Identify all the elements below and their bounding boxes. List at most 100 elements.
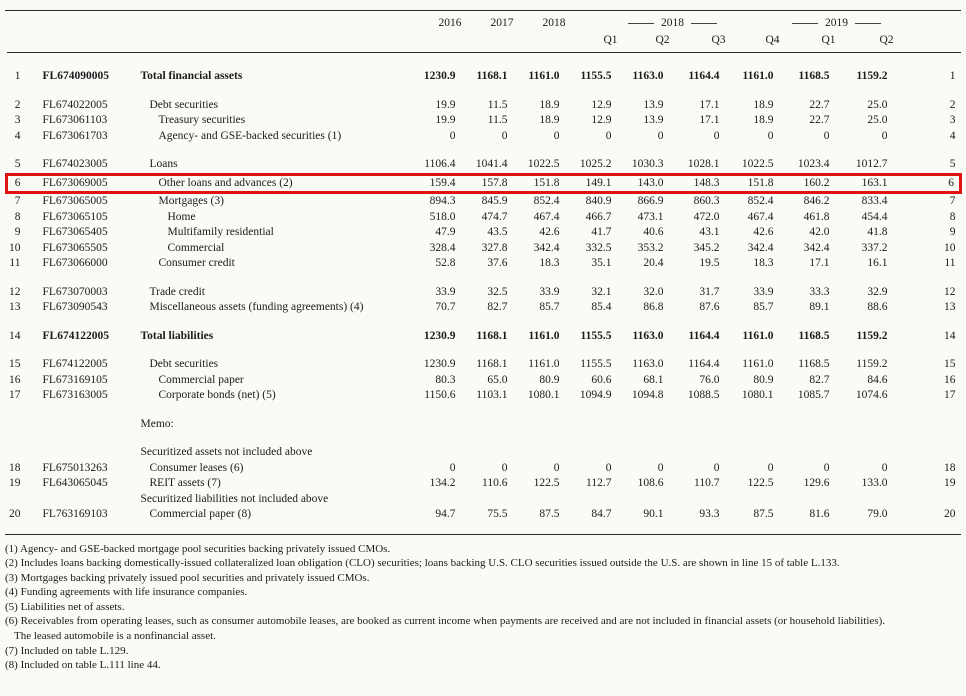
value-cell: 18.9 xyxy=(753,114,774,126)
series-code: FL673065505 xyxy=(42,241,108,254)
value-cell: 151.8 xyxy=(513,172,566,194)
value-cell: 13.9 xyxy=(643,98,664,111)
value-cell: 840.9 xyxy=(585,195,612,207)
value-cell xyxy=(514,492,566,508)
value-cell: 122.5 xyxy=(533,477,560,489)
quarter-column-header: Q3 xyxy=(669,32,726,53)
value-cell: 0 xyxy=(449,129,456,142)
year-group-label: 2018 xyxy=(661,17,684,29)
financial-table: 2016 2017 2018 2018 2019 xyxy=(5,11,962,523)
year-group-label: 2019 xyxy=(825,17,848,29)
dash-rule xyxy=(691,23,717,25)
value-cell: 1030.3 xyxy=(631,158,664,170)
table-row: 17 FL673163005 Corporate bonds (net) (5) 11… xyxy=(7,388,961,404)
value-cell: 1012.7 xyxy=(855,158,888,170)
value-cell: 94.7 xyxy=(435,508,456,520)
value-cell: 473.1 xyxy=(637,210,664,223)
section-label-row: Memo: xyxy=(7,404,961,433)
value-cell: 159.4 xyxy=(409,172,462,194)
header-spacer xyxy=(37,11,137,33)
value-cell: 1159.2 xyxy=(856,70,888,82)
line-number-right: 12 xyxy=(944,285,956,298)
value-cell: 22.7 xyxy=(809,98,830,111)
value-cell: 19.9 xyxy=(435,98,456,111)
value-cell: 1085.7 xyxy=(797,389,830,401)
value-cell: 1168.5 xyxy=(798,329,830,342)
table-row: 18 FL675013263 Consumer leases (6) 0 0 0 0 0 0 0 0… xyxy=(7,461,961,477)
value-cell: 52.8 xyxy=(435,257,456,269)
line-number-right: 5 xyxy=(949,158,956,170)
value-cell: 1159.2 xyxy=(856,329,888,342)
value-cell: 82.7 xyxy=(809,373,830,386)
value-cell: 1106.4 xyxy=(424,158,456,170)
line-number-right: 13 xyxy=(944,301,956,313)
value-cell: 33.3 xyxy=(809,285,830,298)
value-cell: 80.9 xyxy=(539,373,560,386)
table-row: 14 FL674122005 Total liabilities 1230.9 1168… xyxy=(7,316,961,345)
value-cell: 16.1 xyxy=(867,257,888,269)
value-cell xyxy=(670,432,726,461)
value-cell: 1230.9 xyxy=(423,358,456,370)
series-code: FL673090543 xyxy=(42,301,108,313)
line-number-right: 15 xyxy=(944,358,956,370)
year-column-header: 2016 xyxy=(438,17,462,29)
dash-rule xyxy=(628,23,654,25)
value-cell: 1155.5 xyxy=(580,358,612,370)
value-cell: 1168.5 xyxy=(798,358,830,370)
footnote: (6) Receivables from operating leases, s… xyxy=(5,615,885,628)
quarter-column-header: Q2 xyxy=(835,32,894,53)
value-cell: 12.9 xyxy=(591,114,612,126)
footnote: The leased automobile is a nonfinancial … xyxy=(14,630,216,643)
value-cell: 11.5 xyxy=(487,114,508,126)
line-number-left: 2 xyxy=(14,98,21,111)
value-cell: 148.3 xyxy=(669,172,726,194)
value-cell: 0 xyxy=(823,461,830,474)
value-cell: 1094.9 xyxy=(579,389,612,401)
table-row: 9 FL673065405 Multifamily residential 47.9 4… xyxy=(7,225,961,241)
header-spacer xyxy=(513,32,566,53)
row-description: Commercial xyxy=(167,241,225,254)
value-cell: 87.5 xyxy=(539,508,560,520)
value-cell xyxy=(780,404,836,433)
row-description: REIT assets (7) xyxy=(149,477,221,489)
value-cell: 1028.1 xyxy=(687,158,720,170)
footnote: (4) Funding agreements with life insuran… xyxy=(5,586,248,599)
value-cell: 327.8 xyxy=(481,241,508,254)
line-number-left: 19 xyxy=(9,477,21,489)
series-code: FL675013263 xyxy=(42,461,108,474)
value-cell: 846.2 xyxy=(803,195,830,207)
line-number-left: 4 xyxy=(14,129,21,142)
series-code: FL674023005 xyxy=(42,158,108,170)
value-cell: 1163.0 xyxy=(632,358,664,370)
series-code: FL674122005 xyxy=(42,358,108,370)
value-cell: 472.0 xyxy=(693,210,720,223)
value-cell: 11.5 xyxy=(487,98,508,111)
line-number-left: 12 xyxy=(9,285,21,298)
value-cell: 43.5 xyxy=(487,226,508,238)
value-cell: 82.7 xyxy=(487,301,508,313)
line-number-right: 11 xyxy=(944,257,956,269)
series-code: FL673061703 xyxy=(42,129,108,142)
value-cell: 466.7 xyxy=(585,210,612,223)
series-code: FL643065045 xyxy=(42,477,108,489)
table-row: 1 FL674090005 Total financial assets 1230.9… xyxy=(7,53,961,85)
value-cell xyxy=(726,404,780,433)
row-description: Treasury securities xyxy=(158,114,246,126)
value-cell: 84.7 xyxy=(591,508,612,520)
value-cell: 134.2 xyxy=(429,477,456,489)
value-cell: 18.9 xyxy=(539,98,560,111)
value-cell: 1155.5 xyxy=(580,70,612,82)
line-number-right xyxy=(894,404,961,433)
value-cell: 31.7 xyxy=(699,285,720,298)
row-description: Home xyxy=(167,210,196,223)
value-cell: 157.8 xyxy=(461,172,514,194)
value-cell: 0 xyxy=(553,129,560,142)
series-code: FL673169105 xyxy=(42,373,108,386)
value-cell: 0 xyxy=(881,129,888,142)
row-description: Trade credit xyxy=(149,285,205,298)
value-cell: 85.7 xyxy=(753,301,774,313)
value-cell xyxy=(410,404,462,433)
value-cell: 13.9 xyxy=(643,114,664,126)
value-cell: 1022.5 xyxy=(527,158,560,170)
value-cell xyxy=(462,404,514,433)
